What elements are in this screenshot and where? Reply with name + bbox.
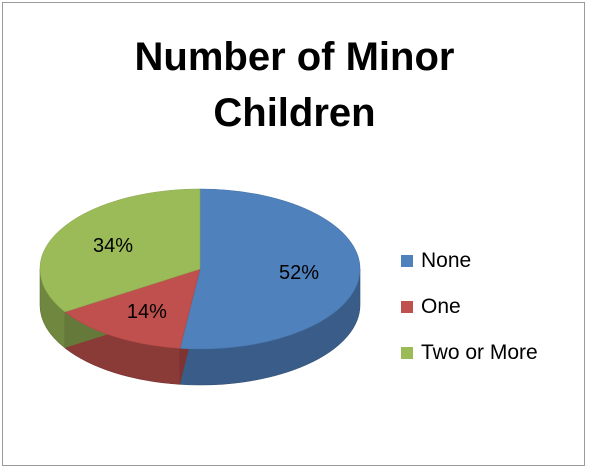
- chart-title-line-1: Number of Minor: [134, 35, 455, 79]
- legend-item-two-or-more: Two or More: [401, 341, 538, 364]
- data-label-two-or-more: 34%: [93, 235, 133, 257]
- chart-title-line-2: Children: [213, 91, 376, 135]
- pie-slice-none: [179, 188, 361, 350]
- legend-swatch-none: [401, 255, 413, 267]
- pie-slice-two-or-more: [39, 188, 201, 313]
- pie-chart: 52% 14% 34%: [39, 188, 361, 386]
- chart-area: Number of Minor Children 52% 14% 34% None …: [2, 2, 585, 466]
- legend-swatch-two-or-more: [401, 347, 413, 359]
- pie-slice-one: [64, 268, 201, 349]
- data-label-none: 52%: [279, 262, 319, 284]
- legend-swatch-one: [401, 301, 413, 313]
- legend-label-none: None: [421, 249, 472, 272]
- chart-title: Number of Minor Children: [3, 29, 586, 141]
- data-label-one: 14%: [127, 301, 167, 323]
- legend: None One Two or More: [401, 249, 538, 388]
- legend-item-one: One: [401, 295, 538, 318]
- legend-item-none: None: [401, 249, 538, 272]
- legend-label-one: One: [421, 295, 461, 318]
- legend-label-two-or-more: Two or More: [421, 341, 538, 364]
